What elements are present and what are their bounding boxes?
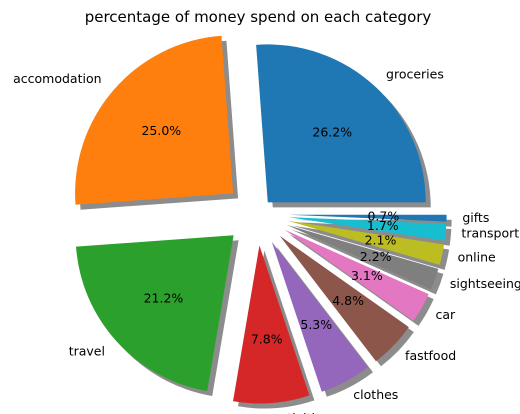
pct-label-car: 3.1%	[351, 268, 383, 283]
slice-label-fastfood: fastfood	[405, 348, 456, 363]
slices	[75, 35, 447, 404]
slice-label-travel: travel	[69, 344, 105, 359]
slice-car	[284, 229, 429, 321]
pct-label-activities: 7.8%	[251, 332, 283, 347]
slice-clothes	[271, 241, 368, 392]
slice-accomodation	[75, 35, 234, 205]
slice-label-accomodation: accomodation	[13, 71, 101, 86]
slice-fastfood	[279, 235, 409, 362]
percent-labels: 26.2% 25.0% 21.2% 7.8% 5.3%4.8% 3.1% 2.2%2.1%1…	[141, 123, 399, 347]
pct-label-clothes: 5.3%	[300, 317, 332, 332]
slice-label-sightseeing: sightseeing	[450, 276, 520, 291]
slice-travel	[76, 235, 234, 392]
slice-label-online: online	[458, 250, 496, 265]
slice-label-transport: transport	[461, 225, 519, 240]
pct-label-online: 2.1%	[365, 233, 397, 248]
slice-label-clothes: clothes	[353, 387, 398, 402]
slice-sightseeing	[286, 224, 439, 290]
pct-label-transport: 1.7%	[367, 218, 399, 233]
slice-shadow-online	[292, 225, 450, 270]
pct-label-sightseeing: 2.2%	[360, 249, 392, 264]
pct-label-gifts: 0.7%	[367, 208, 399, 223]
slice-gifts	[288, 214, 447, 222]
slice-labels: groceries accomodation travel activities clo…	[13, 67, 520, 414]
slice-groceries	[256, 44, 426, 203]
slice-label-car: car	[435, 307, 456, 322]
chart-title: percentage of money spend on each catego…	[85, 8, 432, 26]
slice-transport	[288, 217, 447, 241]
pct-label-travel: 21.2%	[144, 291, 184, 306]
pct-label-fastfood: 4.8%	[332, 293, 364, 308]
pct-label-groceries: 26.2%	[312, 124, 352, 139]
slice-online	[287, 220, 445, 265]
slice-label-groceries: groceries	[386, 67, 444, 82]
slice-label-gifts: gifts	[462, 210, 489, 225]
slice-label-activities: activities	[273, 410, 329, 414]
slice-activities	[233, 245, 310, 404]
pct-label-accomodation: 25.0%	[141, 123, 181, 138]
slice-shadow-sightseeing	[291, 229, 444, 295]
